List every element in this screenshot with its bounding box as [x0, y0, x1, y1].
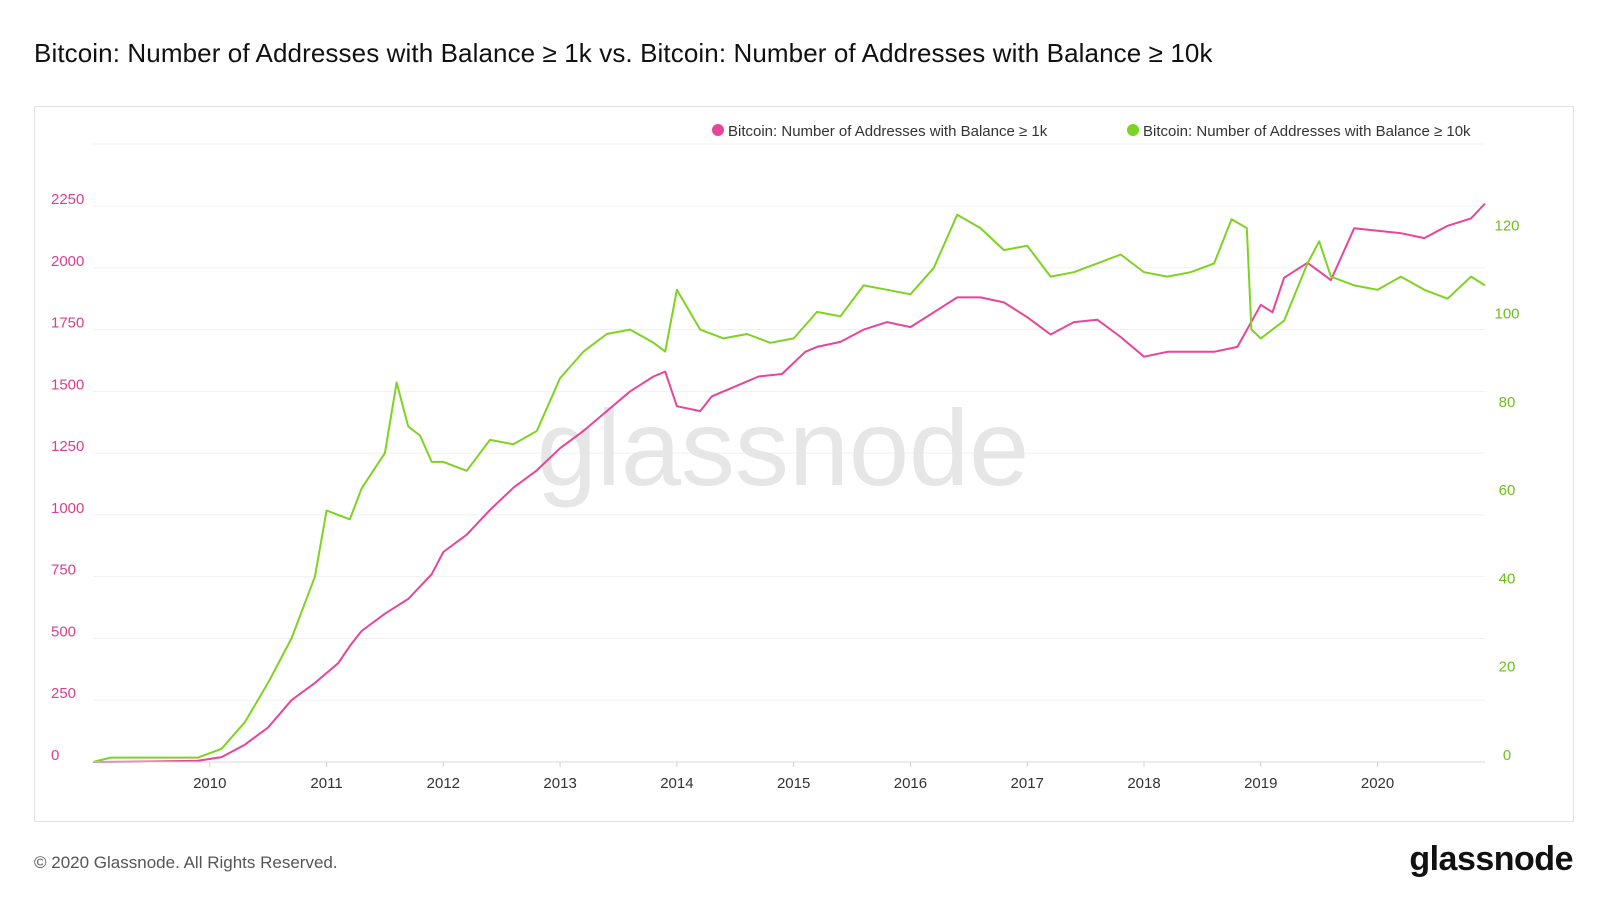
y-left-tick-label: 750 [51, 562, 76, 579]
y-axis-right-ticks: 0 20 40 60 80 100 120 [1494, 217, 1519, 764]
legend-marker-1k [712, 124, 724, 136]
legend-label-1k: Bitcoin: Number of Addresses with Balanc… [728, 123, 1048, 140]
glassnode-logo[interactable]: glassnode [1409, 840, 1573, 878]
legend-item-10k[interactable]: Bitcoin: Number of Addresses with Balanc… [1127, 123, 1471, 140]
x-tick-label: 2011 [310, 775, 342, 792]
watermark: glassnode [537, 387, 1029, 508]
series-line-1k[interactable] [92, 202, 1486, 763]
x-tick-label: 2019 [1244, 775, 1277, 792]
copyright-text: © 2020 Glassnode. All Rights Reserved. [34, 853, 338, 872]
y-left-tick-label: 2250 [51, 191, 84, 208]
y-right-tick-label: 80 [1499, 394, 1516, 411]
x-tick-label: 2020 [1361, 775, 1394, 792]
series-line-10k[interactable] [92, 213, 1486, 763]
y-right-tick-label: 60 [1499, 482, 1516, 499]
x-tick-label: 2014 [660, 775, 693, 792]
legend-item-1k[interactable]: Bitcoin: Number of Addresses with Balanc… [712, 123, 1048, 140]
chart-title: Bitcoin: Number of Addresses with Balanc… [34, 38, 1213, 68]
x-tick-label: 2013 [543, 775, 576, 792]
y-left-tick-label: 1750 [51, 315, 84, 332]
y-left-tick-label: 1250 [51, 438, 84, 455]
y-axis-left-ticks: 0 250 500 750 1000 1250 1500 1750 2000 2250 [51, 191, 84, 764]
y-left-tick-label: 1500 [51, 376, 84, 393]
y-right-tick-label: 120 [1494, 217, 1519, 234]
y-right-tick-label: 0 [1503, 747, 1511, 764]
chart-svg: glassnode 2010 2011 2012 2013 2014 2015 2016 20… [51, 123, 1520, 792]
x-axis-ticks: 2010 2011 2012 2013 2014 2015 2016 2017 2018 2019… [193, 762, 1394, 792]
series-layer [92, 202, 1486, 763]
y-left-tick-label: 250 [51, 685, 76, 702]
legend: Bitcoin: Number of Addresses with Balanc… [712, 123, 1471, 140]
x-tick-label: 2016 [894, 775, 927, 792]
y-right-tick-label: 20 [1499, 659, 1516, 676]
legend-label-10k: Bitcoin: Number of Addresses with Balanc… [1143, 123, 1471, 140]
x-tick-label: 2018 [1127, 775, 1160, 792]
legend-marker-10k [1127, 124, 1139, 136]
y-left-tick-label: 2000 [51, 253, 84, 270]
x-tick-label: 2017 [1011, 775, 1044, 792]
chart-panel: glassnode 2010 2011 2012 2013 2014 2015 2016 20… [34, 106, 1574, 822]
x-tick-label: 2010 [193, 775, 226, 792]
y-right-tick-label: 100 [1494, 306, 1519, 323]
x-tick-label: 2015 [777, 775, 810, 792]
y-left-tick-label: 500 [51, 623, 76, 640]
y-right-tick-label: 40 [1499, 570, 1516, 587]
y-left-tick-label: 0 [51, 747, 59, 764]
y-left-tick-label: 1000 [51, 500, 84, 517]
x-tick-label: 2012 [427, 775, 460, 792]
